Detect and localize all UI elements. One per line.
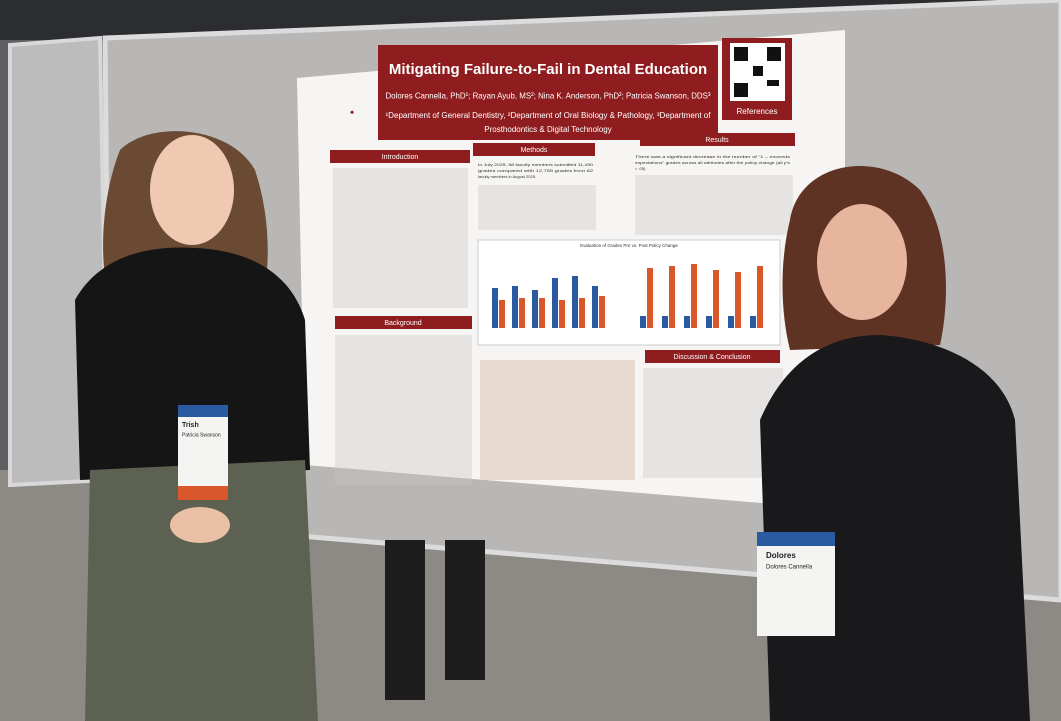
poster-bar — [559, 300, 565, 328]
section-header — [645, 350, 780, 363]
badge-header — [178, 405, 228, 417]
body-text: < .05). — [635, 166, 646, 171]
poster-affiliation: Prosthodontics & Digital Technology — [484, 125, 611, 134]
poster-bar — [579, 298, 585, 328]
poster-bar — [519, 298, 525, 328]
qr-dots — [767, 80, 779, 86]
text-block — [635, 175, 793, 235]
poster-bar — [662, 316, 668, 328]
poster-bar — [552, 278, 558, 328]
face — [817, 204, 907, 320]
qr-corner — [734, 47, 748, 61]
body-text: expectations" grades across all attribut… — [635, 160, 790, 165]
poster-title: Mitigating Failure-to-Fail in Dental Edu… — [389, 61, 707, 78]
poster-bar — [599, 296, 605, 328]
poster-bar — [757, 266, 763, 328]
poster-chart — [477, 239, 781, 346]
section-title: Introduction — [382, 154, 419, 161]
legs — [385, 540, 425, 700]
poster-authors: Dolores Cannella, PhD¹; Rayan Ayub, MS²;… — [386, 90, 711, 100]
section-header — [330, 150, 470, 163]
badge-first-name: Dolores — [766, 551, 796, 560]
section-header — [335, 316, 472, 329]
poster-bar — [728, 316, 734, 328]
text-block — [333, 168, 468, 308]
legs — [445, 540, 485, 680]
text-block — [478, 185, 596, 230]
body-text: In July 2025, 58 faculty members submitt… — [478, 162, 594, 167]
poster-bar — [713, 270, 719, 328]
poster-bar — [640, 316, 646, 328]
face — [150, 135, 234, 245]
qr-dots — [753, 66, 763, 76]
poster-bar — [592, 286, 598, 328]
poster-bar — [735, 272, 741, 328]
poster-bar — [532, 290, 538, 328]
poster-affiliation: ¹Department of General Dentistry, ²Depar… — [386, 111, 712, 120]
hands — [170, 507, 230, 543]
logo: ◆ — [350, 109, 354, 115]
poster-bar — [669, 266, 675, 328]
section-header — [473, 143, 595, 156]
text-block — [335, 335, 472, 485]
poster-bar — [512, 286, 518, 328]
poster-bar — [706, 316, 712, 328]
qr-corner — [767, 47, 781, 61]
badge-header — [757, 532, 835, 546]
pants — [85, 460, 318, 721]
body-text: There was a significant decrease in the … — [635, 154, 790, 159]
poster-bar — [750, 316, 756, 328]
poster-bar — [647, 268, 653, 328]
qr-label: References — [737, 107, 778, 116]
badge-stripe — [178, 486, 228, 500]
section-title: Discussion & Conclusion — [673, 354, 750, 361]
poster-bar — [572, 276, 578, 328]
badge-full-name: Patricia Swanson — [182, 432, 221, 438]
badge-full-name: Dolores Cannella — [766, 565, 813, 571]
jacket — [760, 335, 1030, 721]
section-title: Methods — [521, 147, 548, 154]
section-title: Results — [705, 137, 729, 144]
poster-bar — [539, 298, 545, 328]
text-block — [480, 360, 635, 480]
badge — [178, 405, 228, 500]
title-banner — [378, 45, 718, 140]
top — [75, 247, 310, 480]
body-text: faculty members in August 2025. — [478, 174, 536, 179]
badge-first-name: Trish — [182, 422, 199, 429]
poster-bar — [499, 300, 505, 328]
poster-bar — [684, 316, 690, 328]
chart-title: Evaluation of Grades Pre vs. Post Policy… — [580, 243, 678, 248]
text-block — [333, 168, 793, 485]
poster-bar — [492, 288, 498, 328]
section-header — [640, 133, 795, 146]
badge — [757, 532, 835, 636]
chart-bars — [492, 264, 763, 328]
poster-bar — [691, 264, 697, 328]
qr-corner — [734, 83, 748, 97]
text-block — [643, 368, 783, 478]
section-title: Background — [384, 320, 421, 327]
body-text: grades compared with 12,755 grades from … — [478, 168, 594, 173]
